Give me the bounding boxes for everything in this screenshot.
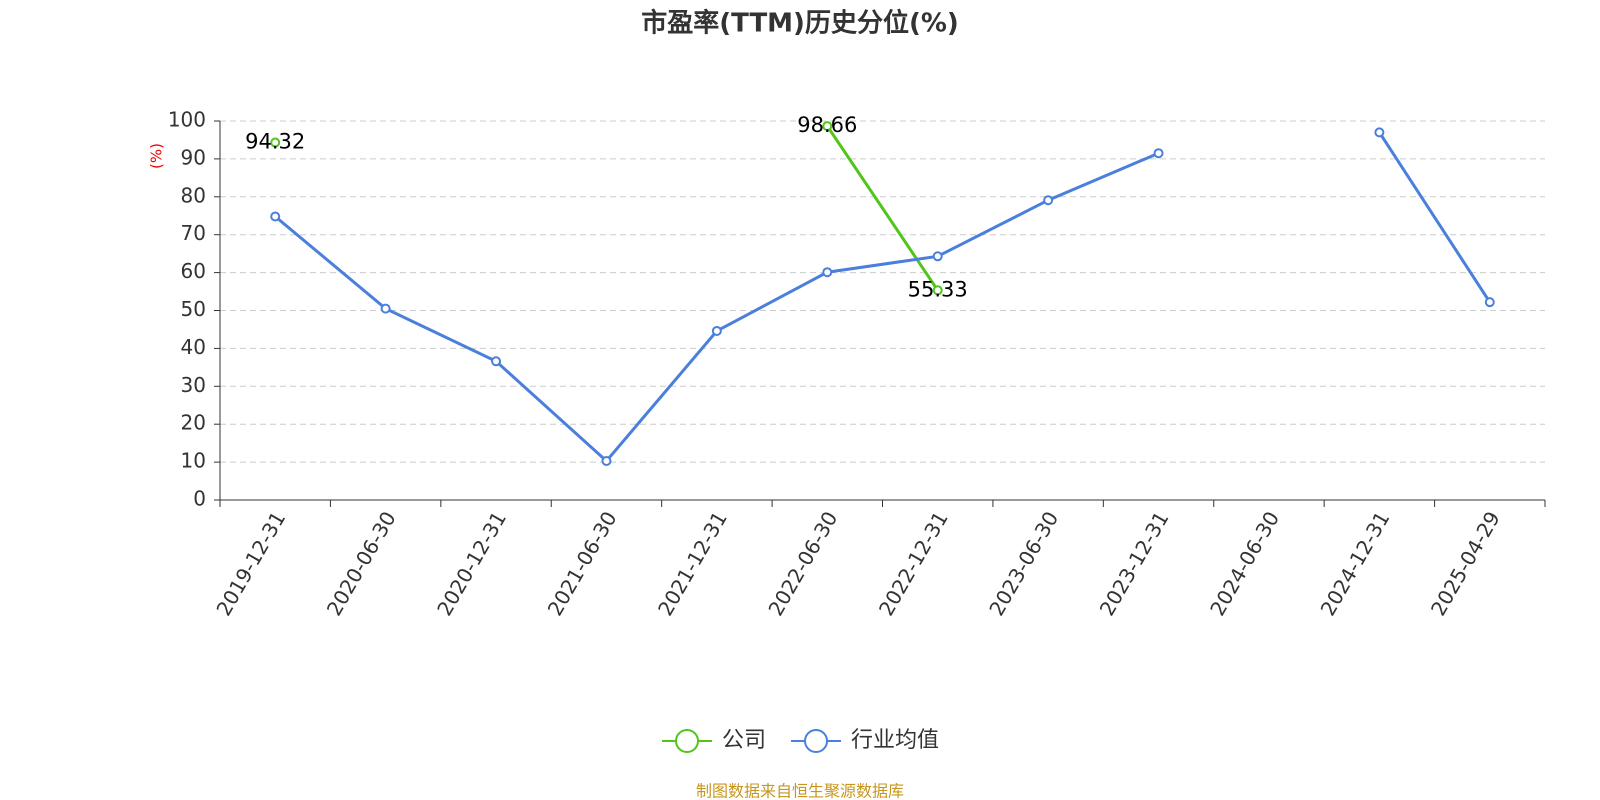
point bbox=[270, 211, 281, 222]
y-tick-label: 10 bbox=[181, 449, 206, 473]
y-tick-label: 60 bbox=[181, 259, 206, 283]
y-tick-label: 80 bbox=[181, 183, 206, 207]
y-tick-label: 0 bbox=[193, 487, 206, 511]
x-tick-label: 2023-12-31 bbox=[1095, 507, 1174, 620]
point bbox=[932, 251, 943, 262]
footer: 制图数据来自恒生聚源数据库 bbox=[696, 782, 904, 800]
x-tick-label: 2019-12-31 bbox=[211, 507, 290, 620]
y-tick-label: 70 bbox=[181, 221, 206, 245]
x-tick-label: 2022-06-30 bbox=[763, 507, 842, 620]
point bbox=[711, 325, 722, 336]
x-tick-label: 2020-06-30 bbox=[322, 507, 401, 620]
series-line bbox=[826, 125, 939, 292]
point bbox=[1043, 195, 1054, 206]
point bbox=[491, 356, 502, 367]
y-tick-label: 20 bbox=[181, 411, 206, 435]
y-axis-label: (%) bbox=[148, 143, 166, 169]
point bbox=[932, 285, 943, 296]
point bbox=[270, 137, 281, 148]
x-tick-label: 2024-06-30 bbox=[1205, 507, 1284, 620]
point bbox=[822, 121, 833, 132]
data-label: 55.33 bbox=[908, 277, 968, 301]
series-line bbox=[274, 131, 1492, 464]
point bbox=[601, 455, 612, 466]
x-tick-label: 2025-04-29 bbox=[1426, 507, 1505, 620]
x-tick-label: 2021-06-30 bbox=[543, 507, 622, 620]
point bbox=[1153, 148, 1164, 159]
y-tick-label: 50 bbox=[181, 297, 206, 321]
x-tick-label: 2023-06-30 bbox=[984, 507, 1063, 620]
y-tick-label: 40 bbox=[181, 335, 206, 359]
x-tick-label: 2020-12-31 bbox=[432, 507, 511, 620]
x-tick-label: 2021-12-31 bbox=[653, 507, 732, 620]
point bbox=[822, 267, 833, 278]
point bbox=[1374, 127, 1385, 138]
y-tick-label: 100 bbox=[168, 108, 206, 132]
chart-title: 市盈率(TTM)历史分位(%) bbox=[641, 8, 959, 39]
legend-marker bbox=[804, 729, 829, 753]
x-tick-label: 2022-12-31 bbox=[874, 507, 953, 620]
x-tick-label: 2024-12-31 bbox=[1316, 507, 1395, 620]
y-tick-label: 90 bbox=[181, 145, 206, 169]
point bbox=[1484, 297, 1495, 308]
y-tick-label: 30 bbox=[181, 373, 206, 397]
point bbox=[380, 303, 391, 314]
data-label: 94.32 bbox=[245, 130, 305, 154]
legend-label: 公司 bbox=[722, 728, 766, 753]
legend-marker bbox=[675, 729, 699, 753]
data-label: 98.66 bbox=[797, 113, 857, 137]
legend-label: 行业均值 bbox=[851, 728, 939, 753]
